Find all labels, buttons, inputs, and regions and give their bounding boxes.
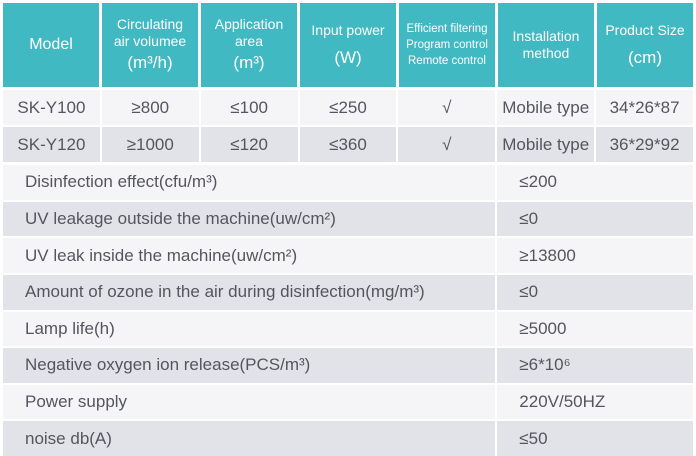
table-row-uv-leakage-outside: UV leakage outside the machine(uw/cm²) ≤… xyxy=(3,201,693,237)
table-row-sk-y120: SK-Y120 ≥1000 ≤120 ≤360 √ Mobile type 36… xyxy=(3,127,693,162)
spec-rows-section: Disinfection effect(cfu/m³) ≤200 UV leak… xyxy=(3,165,693,456)
col-header-label: Installation xyxy=(512,27,580,44)
spec-label: Negative oxygen ion release(PCS/m³) xyxy=(3,348,496,383)
spec-label: UV leakage outside the machine(uw/cm²) xyxy=(3,201,496,237)
table-header-row: Model Circulating air volumee (m³/h) App… xyxy=(3,3,693,87)
spec-label: noise db(A) xyxy=(3,421,496,456)
col-header-label: Product Size xyxy=(605,21,685,38)
table-row-negative-oxygen-ion: Negative oxygen ion release(PCS/m³) ≥6*1… xyxy=(3,348,693,383)
product-size-cell: 36*29*92 xyxy=(596,127,693,162)
col-header-circulating-air-volume: Circulating air volumee (m³/h) xyxy=(102,3,198,87)
col-header-label: method xyxy=(522,45,570,61)
col-header-label: air volumee xyxy=(113,33,187,50)
col-header-label: Remote control xyxy=(408,55,486,68)
table-row-sk-y100: SK-Y100 ≥800 ≤100 ≤250 √ Mobile type 34*… xyxy=(3,90,693,125)
col-header-installation-method: Installation method xyxy=(498,3,594,87)
col-header-label: Circulating xyxy=(116,16,184,33)
col-header-unit: (m³) xyxy=(233,53,265,73)
table-row-uv-leak-inside: UV leak inside the machine(uw/cm²) ≥1380… xyxy=(3,238,693,273)
col-header-label: Model xyxy=(29,36,73,54)
spec-value: ≥13800 xyxy=(497,238,693,273)
table-row-ozone-amount: Amount of ozone in the air during disinf… xyxy=(3,274,693,310)
input-power-cell: ≤360 xyxy=(299,127,397,162)
table-row-noise: noise db(A) ≤50 xyxy=(3,421,693,456)
spec-value: ≤50 xyxy=(497,421,693,456)
col-header-label: Input power xyxy=(311,21,385,38)
col-header-features: Efficient filtering Program control Remo… xyxy=(399,3,495,87)
spec-label: Disinfection effect(cfu/m³) xyxy=(3,165,496,200)
air-volume-cell: ≥800 xyxy=(101,90,199,125)
spec-label: Amount of ozone in the air during disinf… xyxy=(3,274,496,310)
col-header-input-power: Input power (W) xyxy=(300,3,396,87)
col-header-unit: (cm) xyxy=(628,47,662,67)
spec-value: ≥5000 xyxy=(497,311,693,347)
col-header-label: Application xyxy=(214,16,284,33)
model-rows-section: SK-Y100 ≥800 ≤100 ≤250 √ Mobile type 34*… xyxy=(3,90,693,162)
spec-label: Power supply xyxy=(3,384,496,420)
spec-label: Lamp life(h) xyxy=(3,311,496,347)
features-check-cell: √ xyxy=(398,90,496,125)
col-header-model: Model xyxy=(3,3,99,87)
spec-value: ≥6*10⁶ xyxy=(497,348,693,383)
installation-method-cell: Mobile type xyxy=(497,127,595,162)
spec-value: 220V/50HZ xyxy=(497,384,693,420)
col-header-application-area: Application area (m³) xyxy=(201,3,297,87)
product-size-cell: 34*26*87 xyxy=(596,90,693,125)
model-cell: SK-Y120 xyxy=(3,127,100,162)
spec-value: ≤200 xyxy=(497,165,693,200)
spec-label: UV leak inside the machine(uw/cm²) xyxy=(3,238,496,273)
col-header-label: area xyxy=(234,33,264,50)
spec-value: ≤0 xyxy=(497,201,693,237)
col-header-product-size: Product Size (cm) xyxy=(597,3,693,87)
col-header-label: Efficient filtering xyxy=(406,22,488,35)
col-header-label: Program control xyxy=(406,38,488,51)
col-header-unit: (m³/h) xyxy=(127,53,173,73)
table-row-lamp-life: Lamp life(h) ≥5000 xyxy=(3,311,693,347)
model-cell: SK-Y100 xyxy=(3,90,100,125)
installation-method-cell: Mobile type xyxy=(497,90,595,125)
col-header-unit: (W) xyxy=(334,47,362,67)
application-area-cell: ≤120 xyxy=(200,127,298,162)
input-power-cell: ≤250 xyxy=(299,90,397,125)
table-row-power-supply: Power supply 220V/50HZ xyxy=(3,384,693,420)
table-row-disinfection-effect: Disinfection effect(cfu/m³) ≤200 xyxy=(3,165,693,200)
features-check-cell: √ xyxy=(398,127,496,162)
application-area-cell: ≤100 xyxy=(200,90,298,125)
air-volume-cell: ≥1000 xyxy=(101,127,199,162)
spec-value: ≤0 xyxy=(497,274,693,310)
